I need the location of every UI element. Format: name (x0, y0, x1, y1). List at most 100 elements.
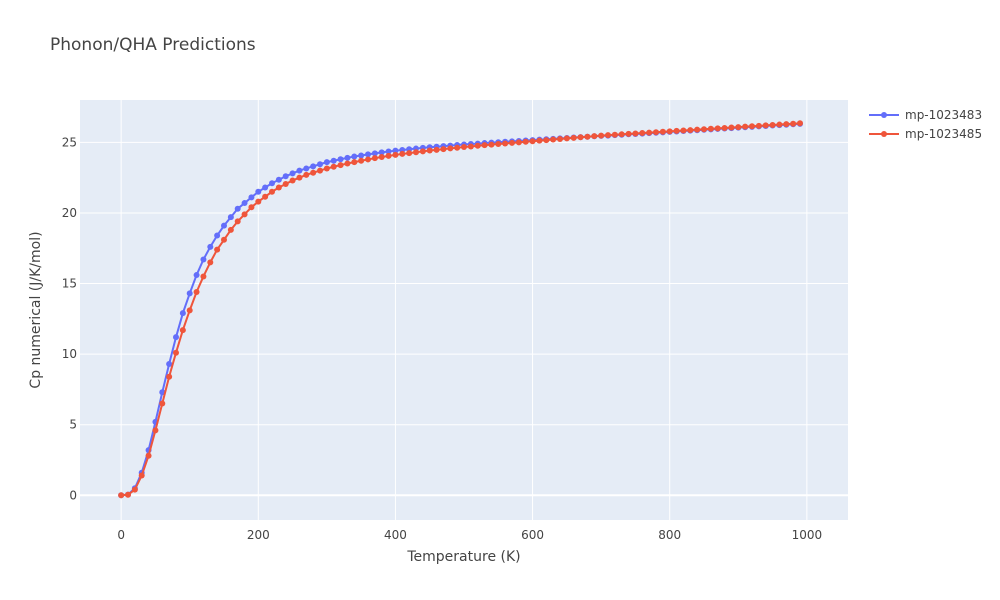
gridlines (80, 100, 848, 520)
data-point (570, 134, 577, 141)
data-point (269, 188, 275, 195)
data-point (344, 154, 351, 161)
data-point (234, 205, 241, 212)
data-point (563, 135, 570, 142)
data-point (392, 151, 399, 158)
data-point (358, 157, 365, 164)
data-point (125, 491, 131, 498)
x-tick-label: 0 (117, 528, 125, 542)
data-point (687, 127, 694, 134)
data-point (502, 140, 509, 147)
y-tick-label: 25 (62, 135, 77, 149)
data-point (269, 180, 275, 187)
data-point (426, 147, 433, 154)
data-point (659, 128, 666, 135)
data-point (275, 184, 282, 191)
chart-title: Phonon/QHA Predictions (50, 35, 256, 55)
series-mp-1023485 (118, 120, 803, 499)
data-point (200, 256, 207, 263)
data-point (515, 139, 522, 146)
data-point (653, 129, 659, 136)
data-point (728, 124, 735, 131)
legend[interactable]: mp-1023483 mp-1023485 (869, 108, 982, 141)
data-point (701, 126, 707, 133)
x-tick-label: 1000 (792, 528, 823, 542)
data-point (296, 167, 303, 174)
data-point (721, 124, 728, 131)
data-point (646, 129, 653, 136)
data-point (694, 126, 701, 133)
data-point (467, 143, 474, 150)
legend-item[interactable]: mp-1023485 (869, 127, 982, 141)
data-point (282, 181, 289, 187)
data-point (769, 121, 776, 128)
legend-label: mp-1023485 (905, 127, 982, 141)
data-point (392, 147, 399, 154)
data-point (317, 161, 323, 168)
series-line (121, 122, 801, 497)
data-point (735, 124, 742, 131)
data-point (797, 120, 803, 127)
data-point (598, 132, 605, 139)
data-point (200, 273, 207, 280)
data-point (406, 150, 413, 157)
data-point (173, 349, 179, 356)
data-point (282, 173, 289, 180)
data-point (378, 154, 385, 161)
data-point (557, 135, 563, 142)
data-point (522, 138, 529, 145)
y-tick-label: 5 (69, 418, 77, 432)
data-point (632, 130, 639, 137)
data-point (248, 204, 255, 211)
data-point (790, 120, 797, 127)
data-point (509, 139, 515, 146)
data-point (371, 155, 378, 162)
data-point (166, 373, 173, 380)
data-point (330, 163, 337, 170)
data-point (221, 236, 227, 243)
y-axis-title: Cp numerical (J/K/mol) (28, 231, 44, 388)
data-point (227, 226, 234, 233)
plot-area (80, 100, 848, 520)
data-point (255, 188, 262, 195)
data-point (152, 427, 159, 434)
data-point (639, 130, 646, 137)
data-point (529, 138, 536, 145)
data-point (543, 137, 550, 144)
data-point (323, 159, 330, 166)
data-point (413, 149, 419, 156)
data-point (289, 177, 296, 184)
data-point (666, 128, 673, 135)
data-point (742, 123, 749, 130)
data-point (488, 141, 495, 148)
data-point (166, 361, 173, 367)
data-point (474, 142, 481, 149)
data-point (159, 400, 166, 407)
data-point (481, 142, 488, 149)
data-point (337, 162, 344, 169)
data-point (611, 131, 618, 138)
y-tick-label: 20 (62, 206, 77, 220)
data-point (303, 165, 310, 172)
data-point (138, 472, 145, 479)
data-point (173, 334, 179, 341)
y-tick-label: 10 (62, 347, 77, 361)
data-point (584, 133, 591, 140)
legend-item[interactable]: mp-1023483 (869, 108, 982, 122)
data-point (193, 272, 200, 279)
data-point (365, 151, 371, 158)
data-point (193, 289, 200, 295)
data-point (550, 136, 557, 143)
data-point (214, 232, 221, 239)
data-point (221, 222, 227, 229)
data-point (680, 127, 687, 134)
data-point (145, 452, 152, 459)
data-point (707, 125, 714, 132)
data-point (399, 150, 406, 157)
data-point (296, 174, 303, 181)
data-point (289, 170, 296, 177)
y-axis-ticks: 0 5 10 15 20 25 (62, 135, 77, 502)
data-point (207, 259, 214, 266)
data-point (762, 122, 769, 129)
